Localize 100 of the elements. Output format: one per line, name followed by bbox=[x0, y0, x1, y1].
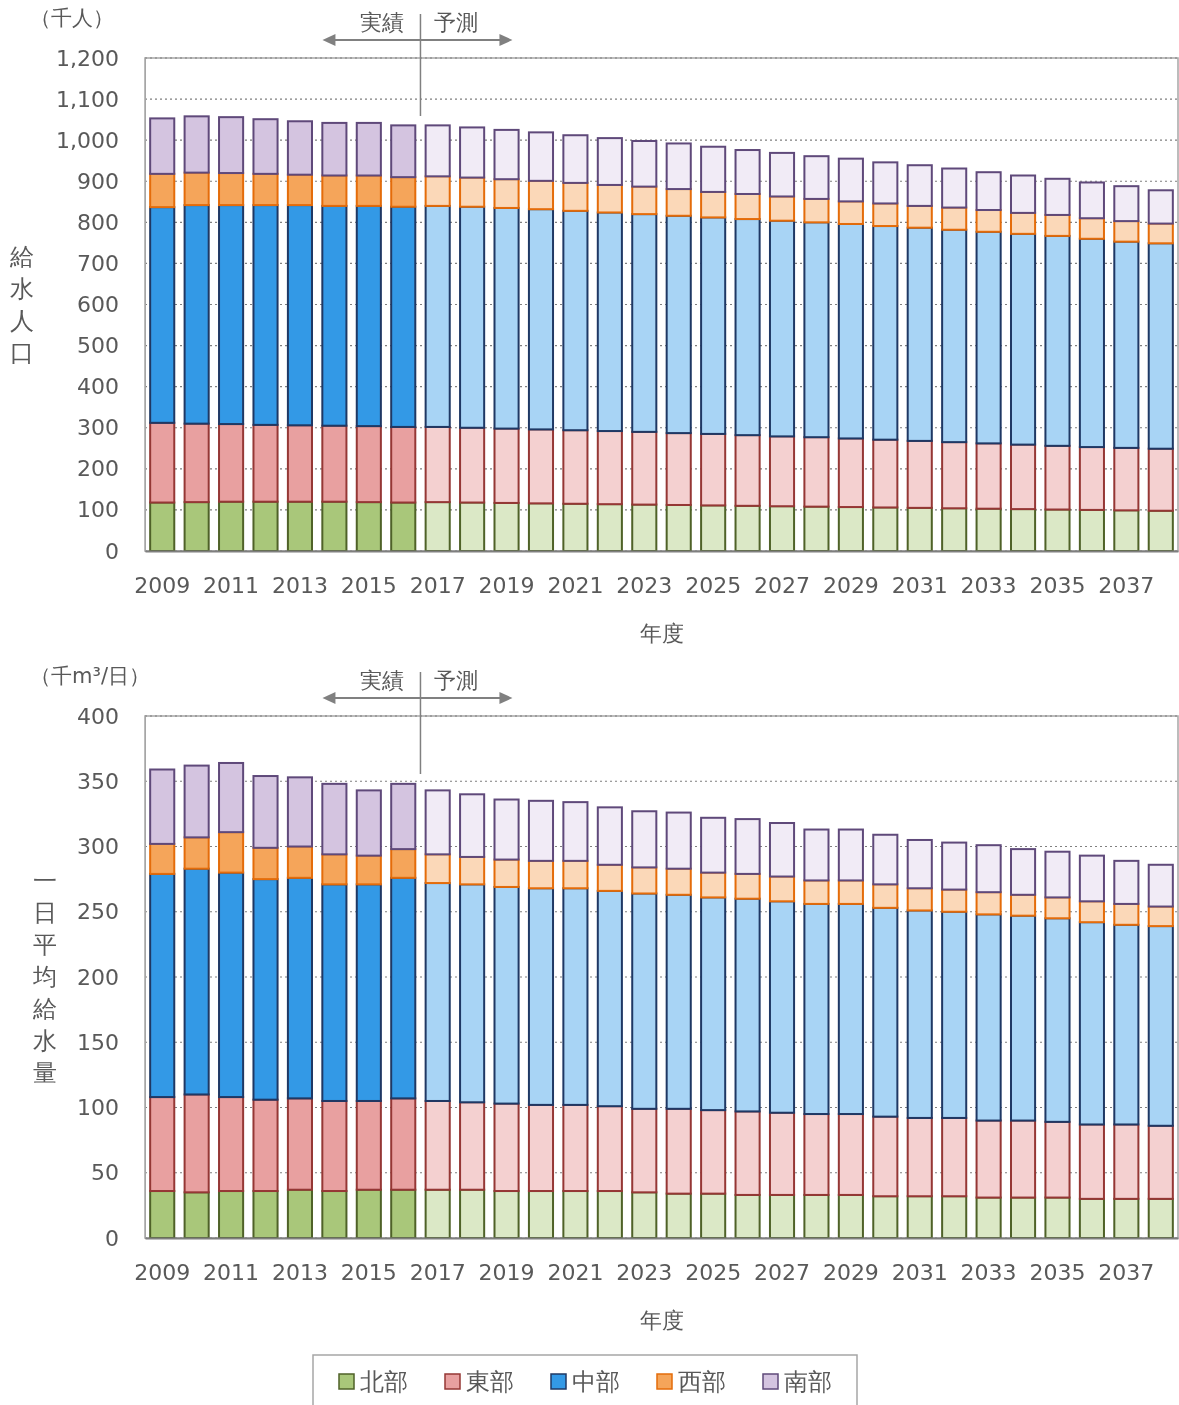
bar bbox=[149, 1190, 176, 1239]
bar bbox=[527, 428, 555, 505]
bar bbox=[596, 211, 623, 433]
bar bbox=[596, 503, 623, 552]
bar bbox=[218, 423, 245, 503]
bar bbox=[768, 900, 796, 1114]
bar bbox=[149, 117, 176, 175]
bar bbox=[527, 1190, 555, 1239]
bar bbox=[1147, 242, 1174, 450]
bar bbox=[390, 205, 417, 428]
y-tick-label: 300 bbox=[77, 415, 119, 441]
x-tick-label: 2021 bbox=[547, 1259, 604, 1285]
bar bbox=[975, 844, 1002, 894]
bar bbox=[975, 171, 1002, 212]
bar bbox=[700, 145, 727, 193]
x-tick-label: 2019 bbox=[478, 1259, 535, 1285]
bar bbox=[1010, 1196, 1037, 1239]
bar bbox=[734, 434, 761, 507]
y-tick-label: 350 bbox=[77, 768, 119, 794]
bar bbox=[1147, 447, 1174, 512]
bar bbox=[355, 1099, 382, 1191]
bar bbox=[252, 878, 279, 1101]
bar bbox=[493, 501, 520, 552]
x-tick-label: 2013 bbox=[271, 1259, 328, 1285]
bar bbox=[803, 197, 830, 224]
bar bbox=[424, 175, 451, 207]
bar bbox=[286, 1097, 313, 1191]
bar bbox=[1044, 213, 1071, 237]
bar bbox=[665, 1107, 692, 1195]
bar bbox=[803, 155, 830, 200]
bar bbox=[768, 505, 796, 552]
bar bbox=[975, 507, 1002, 552]
x-tick-label: 2023 bbox=[616, 572, 673, 598]
bar bbox=[149, 501, 176, 552]
bar bbox=[355, 1188, 382, 1239]
legend-label: 中部 bbox=[572, 1368, 620, 1396]
bar bbox=[837, 506, 864, 552]
bar bbox=[734, 897, 761, 1113]
bar bbox=[286, 845, 313, 879]
bar bbox=[424, 1188, 451, 1239]
x-tick-label: 2011 bbox=[203, 1259, 260, 1285]
bar bbox=[1078, 900, 1105, 924]
bar bbox=[321, 121, 348, 177]
bar bbox=[1044, 850, 1071, 899]
bar bbox=[1010, 1119, 1037, 1199]
bar bbox=[1078, 237, 1105, 449]
bar bbox=[1113, 240, 1140, 449]
bar bbox=[562, 859, 589, 890]
text: 実績 bbox=[360, 10, 405, 35]
bar bbox=[1010, 848, 1037, 896]
bar bbox=[941, 1195, 968, 1239]
bar bbox=[459, 793, 486, 858]
bar bbox=[183, 204, 210, 425]
bar bbox=[872, 438, 899, 509]
bar bbox=[1044, 234, 1071, 447]
x-tick-label: 2025 bbox=[685, 1259, 742, 1285]
bar bbox=[734, 872, 761, 900]
bar bbox=[975, 1119, 1002, 1199]
x-tick-label: 2031 bbox=[891, 1259, 948, 1285]
y-tick-label: 300 bbox=[77, 834, 119, 860]
bar bbox=[734, 504, 761, 552]
bar bbox=[803, 1193, 830, 1240]
bar bbox=[321, 500, 348, 552]
bar bbox=[1147, 1197, 1174, 1239]
bar bbox=[768, 435, 796, 508]
bar bbox=[941, 507, 968, 552]
bar bbox=[631, 810, 658, 869]
bar bbox=[803, 436, 830, 508]
bar bbox=[562, 181, 589, 212]
bar bbox=[149, 421, 176, 504]
x-tick-label: 2019 bbox=[478, 572, 535, 598]
x-tick-label: 2023 bbox=[616, 1259, 673, 1285]
bar bbox=[734, 218, 761, 437]
bar bbox=[321, 883, 348, 1102]
y-tick-label: 1,100 bbox=[56, 86, 119, 112]
bar bbox=[975, 891, 1002, 916]
bar bbox=[803, 828, 830, 882]
bar bbox=[424, 204, 451, 428]
bar bbox=[252, 500, 279, 552]
bar bbox=[321, 1099, 348, 1193]
x-tick-label: 2015 bbox=[340, 572, 397, 598]
bar bbox=[872, 883, 899, 909]
bar bbox=[1044, 917, 1071, 1123]
bar bbox=[286, 204, 313, 427]
text: 予測 bbox=[434, 10, 479, 35]
bar bbox=[665, 503, 692, 552]
bar bbox=[218, 172, 245, 207]
legend-label: 西部 bbox=[678, 1368, 726, 1396]
bar bbox=[183, 115, 210, 174]
bar bbox=[837, 879, 864, 905]
bar bbox=[252, 1098, 279, 1193]
x-tick-label: 2011 bbox=[203, 572, 260, 598]
bar bbox=[321, 174, 348, 207]
bar bbox=[631, 1191, 658, 1239]
bar bbox=[1113, 185, 1140, 223]
y-tick-label: 200 bbox=[77, 456, 119, 482]
x-tick-label: 2025 bbox=[685, 572, 742, 598]
bar bbox=[1010, 508, 1037, 552]
bar bbox=[390, 876, 417, 1100]
bar bbox=[459, 205, 486, 429]
